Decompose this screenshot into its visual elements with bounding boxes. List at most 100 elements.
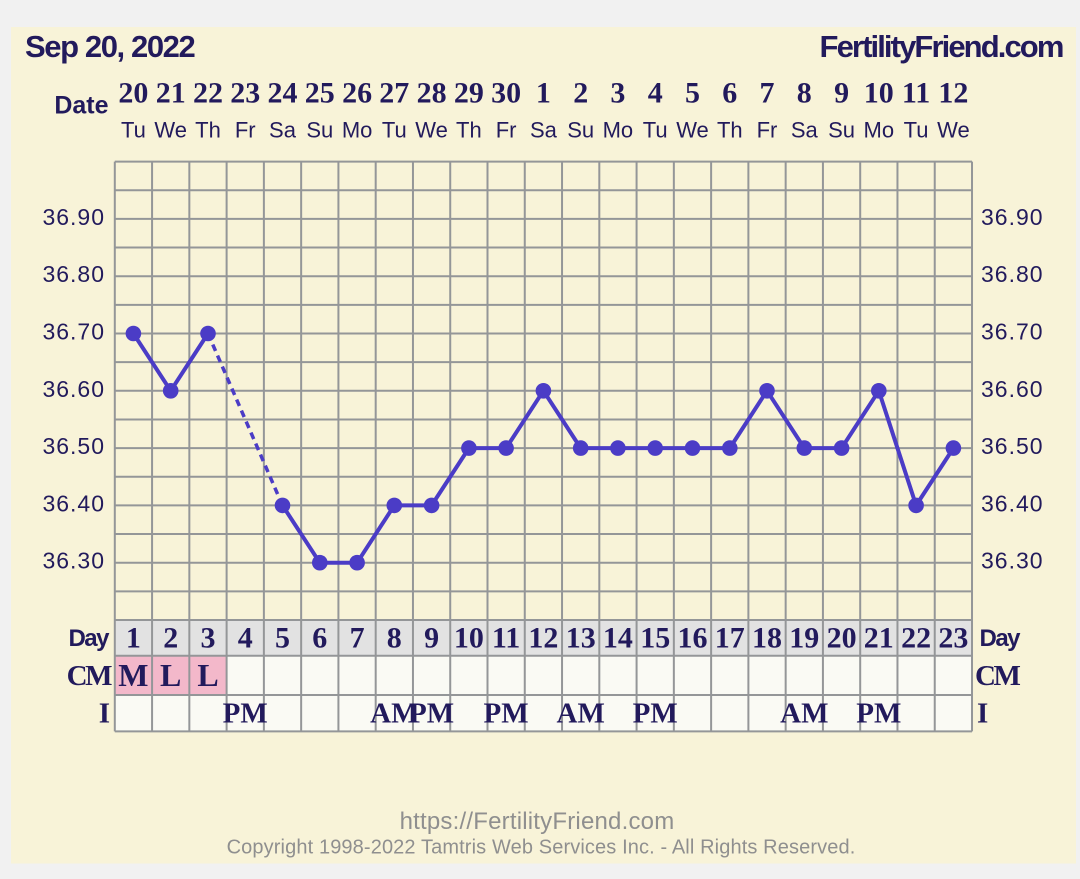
svg-text:23: 23 [938,622,968,655]
svg-text:Tu: Tu [643,118,668,143]
svg-text:Tu: Tu [382,118,407,143]
svg-text:19: 19 [789,622,819,655]
svg-text:26: 26 [342,77,372,110]
svg-text:30: 30 [491,77,521,110]
svg-text:Fr: Fr [235,118,256,143]
svg-text:22: 22 [901,622,931,655]
svg-text:9: 9 [834,77,849,110]
svg-text:20: 20 [827,622,857,655]
svg-text:5: 5 [275,622,290,655]
svg-text:Sep 20, 2022: Sep 20, 2022 [25,29,194,64]
svg-text:11: 11 [492,622,520,655]
svg-text:PM: PM [223,698,268,730]
svg-text:CM: CM [67,660,112,692]
svg-text:36.70: 36.70 [981,319,1044,345]
svg-text:PM: PM [484,698,529,730]
svg-text:36.60: 36.60 [981,376,1044,402]
svg-text:22: 22 [193,77,223,110]
svg-text:36.50: 36.50 [981,433,1044,459]
svg-text:We: We [676,118,709,143]
svg-text:I: I [977,698,988,730]
svg-text:1: 1 [536,77,551,110]
svg-text:28: 28 [417,77,447,110]
svg-text:We: We [415,118,448,143]
svg-text:17: 17 [715,622,745,655]
svg-text:12: 12 [528,622,558,655]
svg-text:L: L [160,657,181,693]
svg-text:8: 8 [387,622,402,655]
svg-text:Date: Date [54,92,108,120]
svg-text:36.40: 36.40 [981,490,1044,516]
svg-text:Su: Su [828,118,855,143]
svg-text:L: L [197,657,218,693]
svg-text:Copyright 1998-2022 Tamtris We: Copyright 1998-2022 Tamtris Web Services… [227,837,856,859]
svg-text:Th: Th [456,118,482,143]
svg-text:15: 15 [640,622,670,655]
svg-text:10: 10 [454,622,484,655]
svg-text:36.60: 36.60 [42,376,105,402]
svg-text:36.90: 36.90 [42,204,105,230]
svg-text:10: 10 [864,77,894,110]
svg-text:36.80: 36.80 [42,261,105,287]
svg-text:AM: AM [557,698,605,730]
svg-text:24: 24 [268,77,298,110]
svg-text:36.30: 36.30 [981,548,1044,574]
svg-text:https://FertilityFriend.com: https://FertilityFriend.com [400,808,675,835]
svg-text:6: 6 [722,77,737,110]
svg-text:PM: PM [633,698,678,730]
svg-text:Mo: Mo [342,118,373,143]
svg-text:5: 5 [685,77,700,110]
svg-text:Tu: Tu [904,118,929,143]
svg-text:29: 29 [454,77,484,110]
svg-text:9: 9 [424,622,439,655]
svg-text:36.90: 36.90 [981,204,1044,230]
svg-text:14: 14 [603,622,633,655]
svg-text:36.40: 36.40 [42,490,105,516]
svg-text:I: I [99,698,110,730]
svg-text:36.50: 36.50 [42,433,105,459]
svg-text:Fr: Fr [496,118,517,143]
svg-text:16: 16 [678,622,708,655]
svg-text:Tu: Tu [121,118,146,143]
svg-text:We: We [937,118,970,143]
svg-text:AM: AM [780,698,828,730]
svg-text:Day: Day [980,625,1022,652]
svg-text:21: 21 [156,77,186,110]
svg-text:CM: CM [975,660,1020,692]
svg-text:Th: Th [195,118,221,143]
svg-text:7: 7 [760,77,775,110]
svg-text:Su: Su [306,118,333,143]
svg-text:We: We [154,118,187,143]
svg-text:Sa: Sa [791,118,819,143]
svg-text:23: 23 [230,77,260,110]
svg-text:18: 18 [752,622,782,655]
svg-text:20: 20 [118,77,148,110]
svg-text:36.30: 36.30 [42,548,105,574]
svg-text:7: 7 [350,622,365,655]
svg-text:Sa: Sa [530,118,558,143]
svg-text:FertilityFriend.com: FertilityFriend.com [820,29,1063,64]
svg-text:4: 4 [238,622,253,655]
svg-text:2: 2 [163,622,178,655]
svg-text:25: 25 [305,77,335,110]
svg-text:13: 13 [566,622,596,655]
svg-text:2: 2 [573,77,588,110]
svg-text:12: 12 [938,77,968,110]
svg-text:Sa: Sa [269,118,297,143]
svg-text:Fr: Fr [757,118,778,143]
svg-text:Su: Su [567,118,594,143]
svg-text:Th: Th [717,118,743,143]
svg-text:AM: AM [370,698,418,730]
svg-text:4: 4 [648,77,663,110]
svg-text:Day: Day [68,625,110,652]
svg-text:21: 21 [864,622,894,655]
svg-text:6: 6 [312,622,327,655]
svg-text:Mo: Mo [864,118,895,143]
svg-text:Mo: Mo [603,118,634,143]
svg-text:PM: PM [409,698,454,730]
svg-text:3: 3 [201,622,216,655]
svg-text:8: 8 [797,77,812,110]
svg-text:27: 27 [379,77,409,110]
svg-text:36.70: 36.70 [42,319,105,345]
svg-text:PM: PM [856,698,901,730]
